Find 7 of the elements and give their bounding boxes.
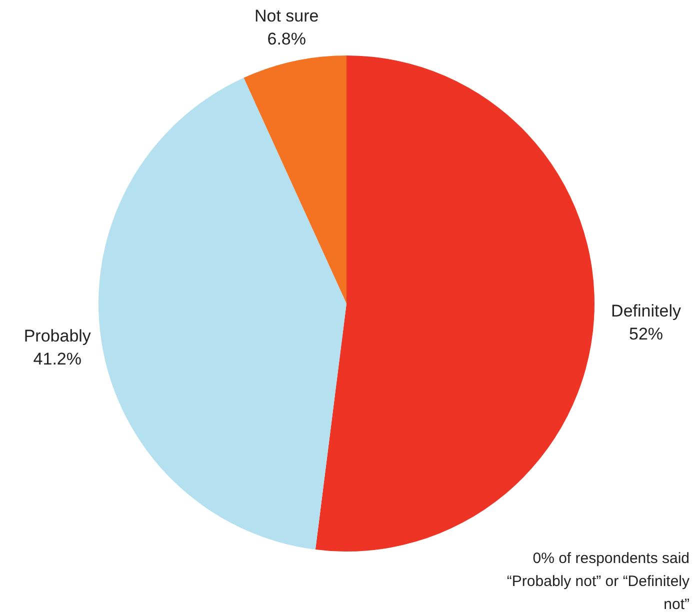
- data-label: 41.2%: [33, 349, 82, 368]
- data-label: 6.8%: [267, 30, 306, 49]
- slice-label: Probably: [24, 326, 92, 346]
- slice-label: Definitely: [611, 301, 682, 320]
- text: 0% of respondents said “Probably not” or “Definitely not”: [506, 550, 690, 613]
- data-label: 52%: [628, 324, 664, 344]
- slice-label: Not sure: [254, 6, 319, 26]
